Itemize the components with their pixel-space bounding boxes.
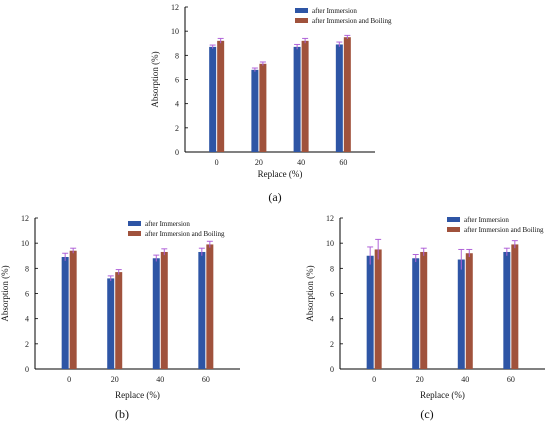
- legend-swatch: [447, 217, 460, 222]
- y-tick-label: 4: [175, 100, 179, 109]
- x-tick-label: 0: [372, 375, 376, 384]
- legend-label: after Immersion: [145, 220, 190, 228]
- y-tick-label: 6: [330, 290, 334, 299]
- bar-a-s0-c2: [293, 46, 301, 152]
- legend-label: after Immersion: [464, 216, 509, 224]
- y-axis-label: Absorption (%): [305, 265, 315, 321]
- bar-c-s0-c1: [412, 258, 420, 369]
- bar-b-s1-c0: [69, 250, 77, 369]
- bar-a-s1-c1: [259, 63, 267, 152]
- bar-c-s1-c0: [374, 249, 382, 369]
- x-tick-label: 20: [416, 375, 424, 384]
- y-tick-label: 12: [326, 214, 334, 223]
- y-tick-label: 8: [330, 264, 334, 273]
- bar-a-s0-c0: [209, 46, 217, 152]
- bar-c-s0-c0: [366, 255, 374, 369]
- y-tick-label: 10: [326, 239, 334, 248]
- y-tick-label: 4: [25, 315, 29, 324]
- x-tick-label: 20: [111, 375, 119, 384]
- x-tick-label: 60: [507, 375, 515, 384]
- x-axis-label: Replace (%): [420, 390, 465, 400]
- legend-label: after Immersion and Boiling: [464, 226, 544, 234]
- y-tick-label: 8: [175, 51, 179, 60]
- x-axis-label: Replace (%): [115, 390, 160, 400]
- x-axis-label: Replace (%): [258, 169, 303, 179]
- y-tick-label: 0: [330, 365, 334, 374]
- x-tick-label: 0: [67, 375, 71, 384]
- y-tick-label: 2: [25, 340, 29, 349]
- bar-b-s0-c3: [198, 251, 206, 369]
- legend-label: after Immersion: [312, 7, 357, 15]
- legend-swatch: [128, 221, 141, 226]
- y-tick-label: 2: [330, 340, 334, 349]
- x-tick-label: 60: [202, 375, 210, 384]
- y-tick-label: 0: [25, 365, 29, 374]
- bar-a-s1-c2: [301, 40, 309, 153]
- bar-c-s1-c2: [465, 253, 473, 369]
- y-tick-label: 4: [330, 315, 334, 324]
- bar-c-s0-c2: [457, 259, 465, 369]
- bar-b-s1-c2: [160, 251, 168, 369]
- y-tick-label: 10: [21, 239, 29, 248]
- bar-b-s0-c0: [61, 257, 69, 369]
- y-tick-label: 8: [25, 264, 29, 273]
- y-axis-label: Absorption (%): [0, 265, 10, 321]
- x-tick-label: 40: [297, 158, 305, 167]
- legend-swatch: [295, 18, 308, 23]
- y-tick-label: 0: [175, 148, 179, 157]
- legend-label: after Immersion and Boiling: [312, 17, 392, 25]
- legend-swatch: [128, 231, 141, 236]
- x-tick-label: 0: [215, 158, 219, 167]
- y-tick-label: 12: [171, 3, 179, 12]
- bar-a-s0-c3: [335, 44, 343, 153]
- bar-b-s1-c3: [206, 244, 214, 369]
- bar-a-s1-c0: [217, 40, 225, 153]
- y-axis-label: Absorption (%): [150, 51, 160, 107]
- y-tick-label: 10: [171, 27, 179, 36]
- chart-panel-c: 0 2 4 6 8 10 12 0 20 40 60 Replace (%) Absorption (%…: [305, 214, 545, 421]
- x-tick-label: 40: [461, 375, 469, 384]
- y-tick-label: 6: [175, 76, 179, 85]
- x-tick-label: 20: [255, 158, 263, 167]
- x-tick-label: 40: [156, 375, 164, 384]
- chart-panel-a: 0 2 4 6 8 10 12 0 20 40 60 Replace (%) Absorption (%…: [150, 3, 392, 204]
- panel-caption: (c): [420, 407, 433, 421]
- chart-panel-b: 0 2 4 6 8 10 12 0 20 40 60 Replace (%) Absorption (%…: [0, 214, 240, 421]
- y-tick-label: 6: [25, 290, 29, 299]
- bar-c-s1-c1: [420, 251, 428, 369]
- panel-caption: (b): [115, 407, 129, 421]
- legend-label: after Immersion and Boiling: [145, 230, 225, 238]
- bar-a-s1-c3: [343, 37, 351, 153]
- y-tick-label: 2: [175, 124, 179, 133]
- bar-a-s0-c1: [251, 69, 259, 152]
- bar-b-s1-c1: [115, 272, 123, 369]
- y-tick-label: 12: [21, 214, 29, 223]
- bar-c-s1-c3: [511, 244, 519, 369]
- legend-swatch: [295, 8, 308, 13]
- legend-swatch: [447, 227, 460, 232]
- bar-b-s0-c1: [107, 278, 115, 369]
- panel-caption: (a): [268, 190, 281, 204]
- x-tick-label: 60: [339, 158, 347, 167]
- bar-c-s0-c3: [503, 251, 511, 369]
- bar-b-s0-c2: [152, 258, 160, 369]
